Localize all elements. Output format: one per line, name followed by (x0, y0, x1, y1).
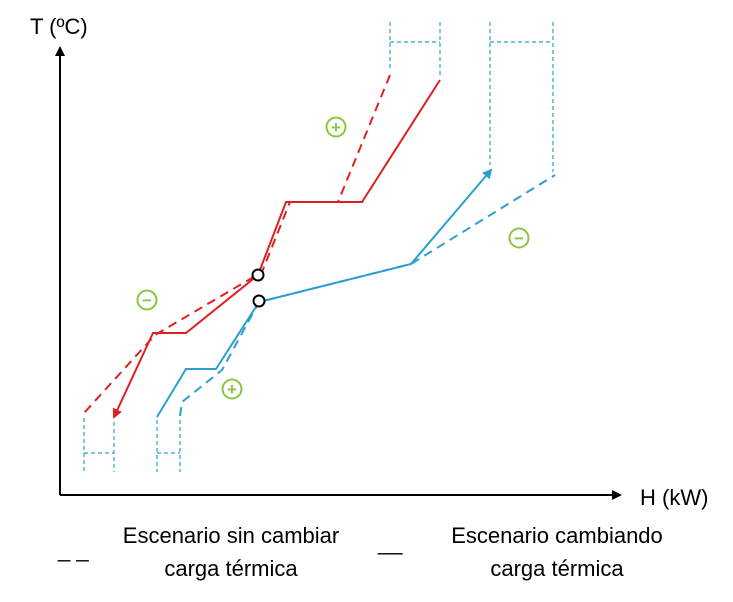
svg-text:+: + (227, 380, 237, 399)
plus-sign-top: + (325, 116, 347, 138)
svg-text:−: − (142, 291, 152, 310)
legend-solid-line2: carga térmica (490, 556, 624, 581)
hot-utility-bracket-dashed (389, 22, 441, 75)
y-axis-label: T (ºC) (30, 14, 88, 39)
hot-curve-solid (112, 79, 441, 419)
hot-utility-bracket-solid-case (489, 22, 554, 172)
plus-sign-bottom: + (221, 378, 243, 400)
legend-solid-symbol: __ (377, 530, 403, 555)
minus-sign-left: − (136, 289, 158, 311)
cold-curve-solid (156, 168, 493, 418)
legend-dashed-line2: carga térmica (164, 556, 298, 581)
svg-text:+: + (331, 118, 341, 137)
pinch-point-cold (252, 294, 266, 308)
minus-sign-right: − (508, 227, 530, 249)
hot-curve-dashed (83, 74, 391, 414)
svg-text:−: − (514, 229, 524, 248)
legend-dashed-line1: Escenario sin cambiar (123, 523, 339, 548)
legend-dashed-symbol: _ _ (57, 537, 89, 562)
pinch-point-hot (251, 268, 265, 282)
cold-utility-bracket-right (156, 420, 181, 472)
legend-solid-line1: Escenario cambiando (451, 523, 663, 548)
x-axis-label: H (kW) (640, 485, 708, 510)
cold-utility-bracket-left (83, 418, 115, 472)
